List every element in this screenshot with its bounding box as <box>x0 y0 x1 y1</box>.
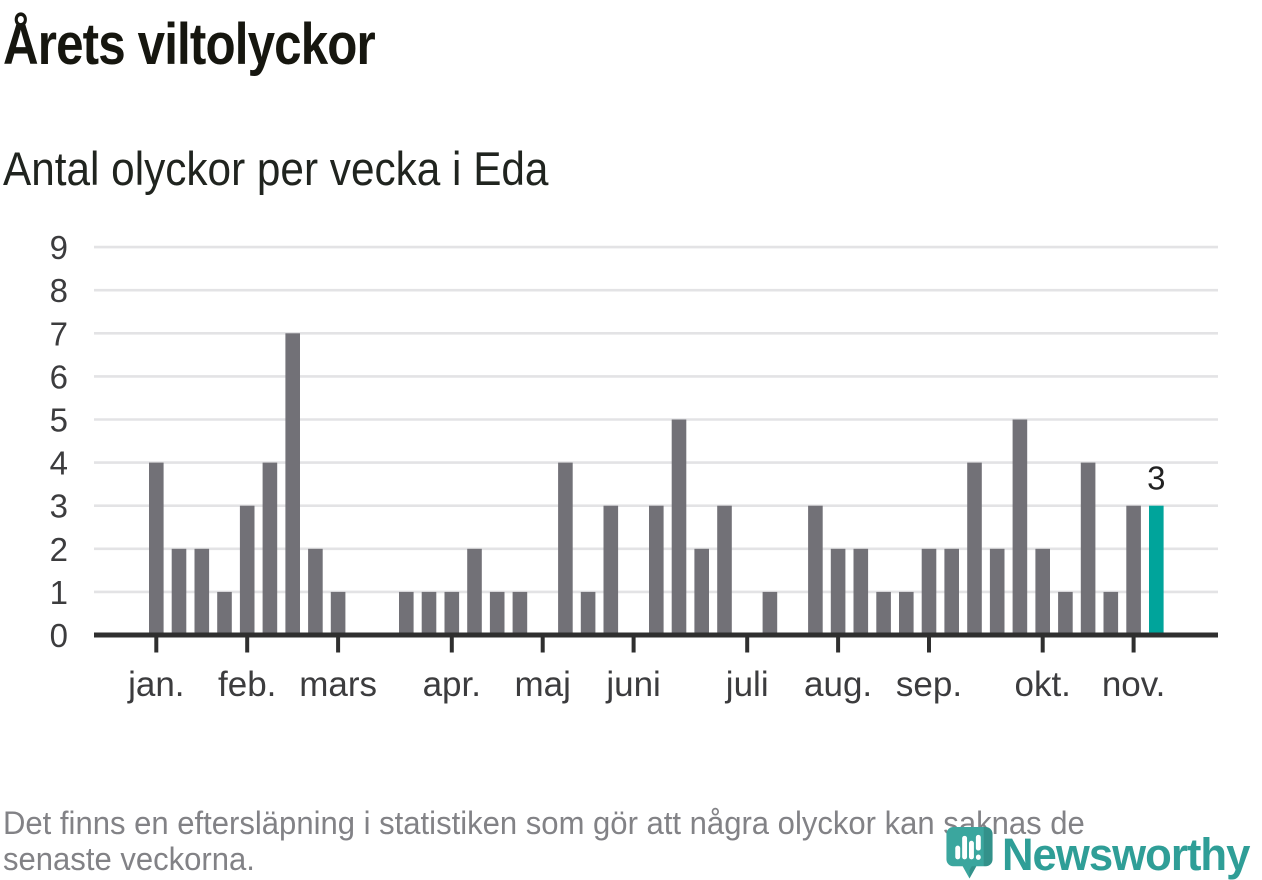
x-axis-label-juni: juni <box>605 665 660 704</box>
pin-bar-3 <box>969 840 974 860</box>
bar-week-9 <box>330 591 346 635</box>
x-axis-label-mars: mars <box>299 665 377 704</box>
bar-week-16 <box>489 591 505 635</box>
x-axis-label-okt.: okt. <box>1014 665 1070 704</box>
bar-week-34 <box>899 591 914 635</box>
x-axis-label-sep.: sep. <box>896 665 962 704</box>
bar-week-24 <box>671 419 687 635</box>
bar-week-23 <box>649 505 664 635</box>
bar-week-32 <box>853 548 869 635</box>
bar-week-12 <box>399 591 414 635</box>
bar-week-44 <box>1126 505 1141 635</box>
bar-week-36 <box>944 548 959 635</box>
bar-week-21 <box>603 505 619 635</box>
bar-week-20 <box>580 591 596 635</box>
bar-week-1 <box>149 462 164 635</box>
pin-excl-stem <box>975 834 981 851</box>
x-axis-label-nov.: nov. <box>1102 665 1166 704</box>
bar-week-4 <box>217 591 232 635</box>
x-axis-label-feb.: feb. <box>218 665 276 704</box>
bar-week-15 <box>467 548 482 635</box>
y-axis-label-3: 3 <box>50 488 68 525</box>
y-axis-label-9: 9 <box>50 229 68 266</box>
y-axis-label-5: 5 <box>50 402 68 439</box>
y-axis-label-6: 6 <box>50 358 68 395</box>
x-axis-label-maj: maj <box>514 665 570 704</box>
bar-week-25 <box>694 548 709 635</box>
pin-bar-1 <box>955 845 961 860</box>
bar-week-45-highlight <box>1149 505 1164 635</box>
bar-week-43 <box>1103 591 1119 635</box>
footer-note-line-2: senaste veckorna. <box>3 841 255 877</box>
bar-week-31 <box>830 548 846 635</box>
bar-chart: 0 1 2 3 4 5 6 7 8 9 jan. feb. mars apr. maj juni juli aug… <box>50 229 1218 704</box>
newsworthy-logo: Newsworthy <box>946 827 1257 879</box>
bar-week-13 <box>421 591 437 635</box>
x-axis-label-apr.: apr. <box>423 665 481 704</box>
chart-title: Årets viltolyckor <box>3 12 376 77</box>
y-axis-label-0: 0 <box>50 617 68 654</box>
bar-week-3 <box>194 548 210 635</box>
y-axis-label-4: 4 <box>50 445 68 482</box>
bar-week-2 <box>171 548 187 635</box>
bar-week-19 <box>558 462 573 635</box>
newsworthy-wordmark: Newsworthy <box>1002 829 1250 880</box>
x-axis-label-jan.: jan. <box>127 665 184 704</box>
pin-shade <box>969 827 993 879</box>
bar-week-41 <box>1058 591 1073 635</box>
bar-week-35 <box>921 548 937 635</box>
bar-week-17 <box>512 591 528 635</box>
bar-week-7 <box>285 333 300 635</box>
x-axis-label-aug.: aug. <box>804 665 872 704</box>
bar-week-40 <box>1035 548 1050 635</box>
bar-week-6 <box>262 462 278 635</box>
bar-week-39 <box>1012 419 1028 635</box>
y-axis-label-8: 8 <box>50 272 68 309</box>
bar-week-5 <box>239 505 255 635</box>
bar-week-38 <box>989 548 1005 635</box>
bar-week-28 <box>762 591 778 635</box>
bar-week-26 <box>717 505 732 635</box>
bar-week-30 <box>808 505 823 635</box>
bar-week-42 <box>1080 462 1096 635</box>
bar-week-14 <box>444 591 460 635</box>
bar-week-37 <box>967 462 982 635</box>
footer-note-line-1: Det finns en eftersläpning i statistiken… <box>3 805 1085 841</box>
y-axis-label-7: 7 <box>50 315 68 352</box>
last-bar-value-label: 3 <box>1147 460 1165 497</box>
pin-bar-2 <box>962 835 968 860</box>
pin-excl-dot <box>975 854 981 860</box>
chart-subtitle: Antal olyckor per vecka i Eda <box>3 142 549 195</box>
bar-week-33 <box>876 591 891 635</box>
x-axis-label-juli: juli <box>725 665 769 704</box>
y-axis-label-2: 2 <box>50 531 68 568</box>
footer-note: Det finns en eftersläpning i statistiken… <box>3 805 1085 877</box>
newsworthy-pin-barchart-icon <box>946 827 993 879</box>
y-axis-label-1: 1 <box>50 574 68 611</box>
bar-week-8 <box>308 548 323 635</box>
